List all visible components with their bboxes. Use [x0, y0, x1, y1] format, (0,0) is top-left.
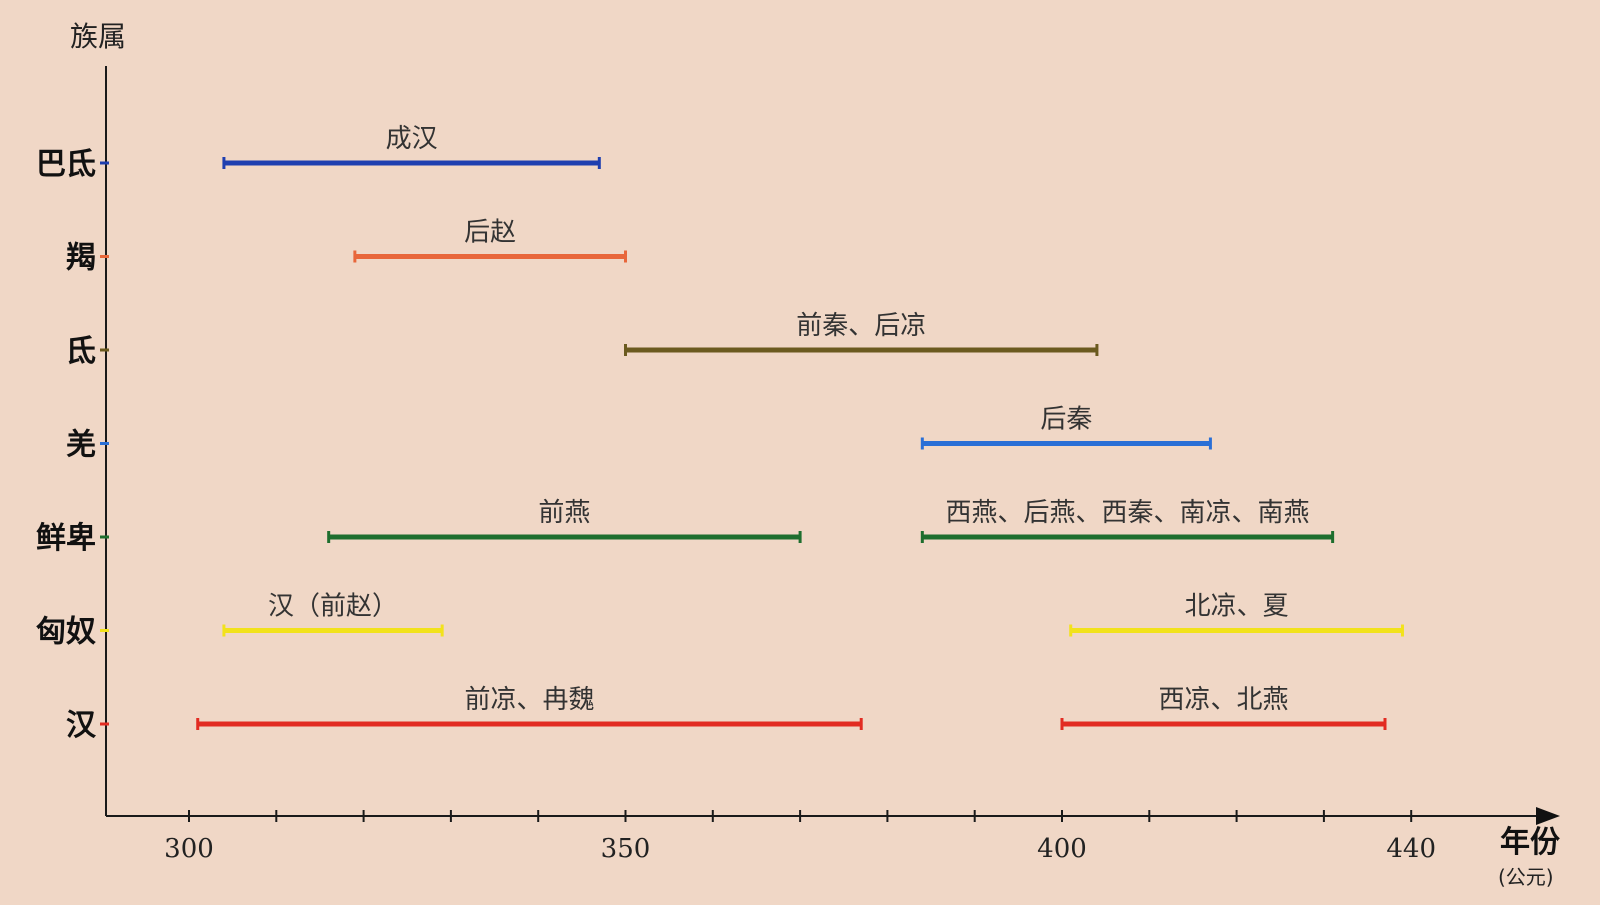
range-bar: 前秦、后凉: [624, 311, 1099, 356]
range-bar: 成汉: [222, 124, 601, 169]
range-bar: 前凉、冉魏: [196, 685, 863, 730]
x-axis-title: 年份: [1500, 825, 1560, 860]
range-bar: 北凉、夏: [1069, 592, 1404, 637]
category-label: 匈奴: [36, 615, 96, 650]
bar-label: 前凉、冉魏: [464, 685, 594, 715]
bar-label: 前秦、后凉: [796, 311, 926, 341]
category-label: 羯: [66, 241, 96, 276]
category-label: 羌: [66, 428, 96, 463]
range-bar: 前燕: [327, 498, 802, 543]
y-axis-title: 族属: [70, 20, 126, 53]
x-axis-unit: (公元): [1498, 865, 1554, 889]
x-tick-label: 300: [164, 834, 214, 864]
bar-label: 西燕、后燕、西秦、南凉、南燕: [945, 498, 1309, 528]
bar-label: 成汉: [386, 124, 438, 154]
axes: [105, 66, 1560, 825]
range-bar: 西燕、后燕、西秦、南凉、南燕: [920, 498, 1335, 543]
range-bar: 汉（前赵）: [222, 592, 444, 637]
bar-label: 后赵: [464, 218, 516, 248]
bar-label: 西凉、北燕: [1158, 685, 1288, 715]
bar-label: 北凉、夏: [1185, 592, 1289, 622]
bar-label: 前燕: [538, 498, 590, 528]
x-ticks: 300 350 400 440: [164, 810, 1436, 864]
x-axis-arrowhead: [1536, 807, 1560, 825]
x-tick-label: 400: [1037, 834, 1087, 864]
x-tick-label: 440: [1386, 834, 1436, 864]
x-tick-label: 350: [601, 834, 651, 864]
range-bar: 后秦: [920, 405, 1212, 450]
bar-label: 汉（前赵）: [268, 592, 398, 622]
category-label: 巴氐: [36, 147, 96, 182]
category-label: 鲜卑: [36, 521, 96, 556]
category-label: 氐: [66, 334, 96, 369]
bar-label: 后秦: [1040, 405, 1092, 435]
range-bar: 西凉、北燕: [1060, 685, 1387, 730]
range-bar: 后赵: [353, 218, 627, 263]
category-label: 汉: [66, 708, 97, 743]
